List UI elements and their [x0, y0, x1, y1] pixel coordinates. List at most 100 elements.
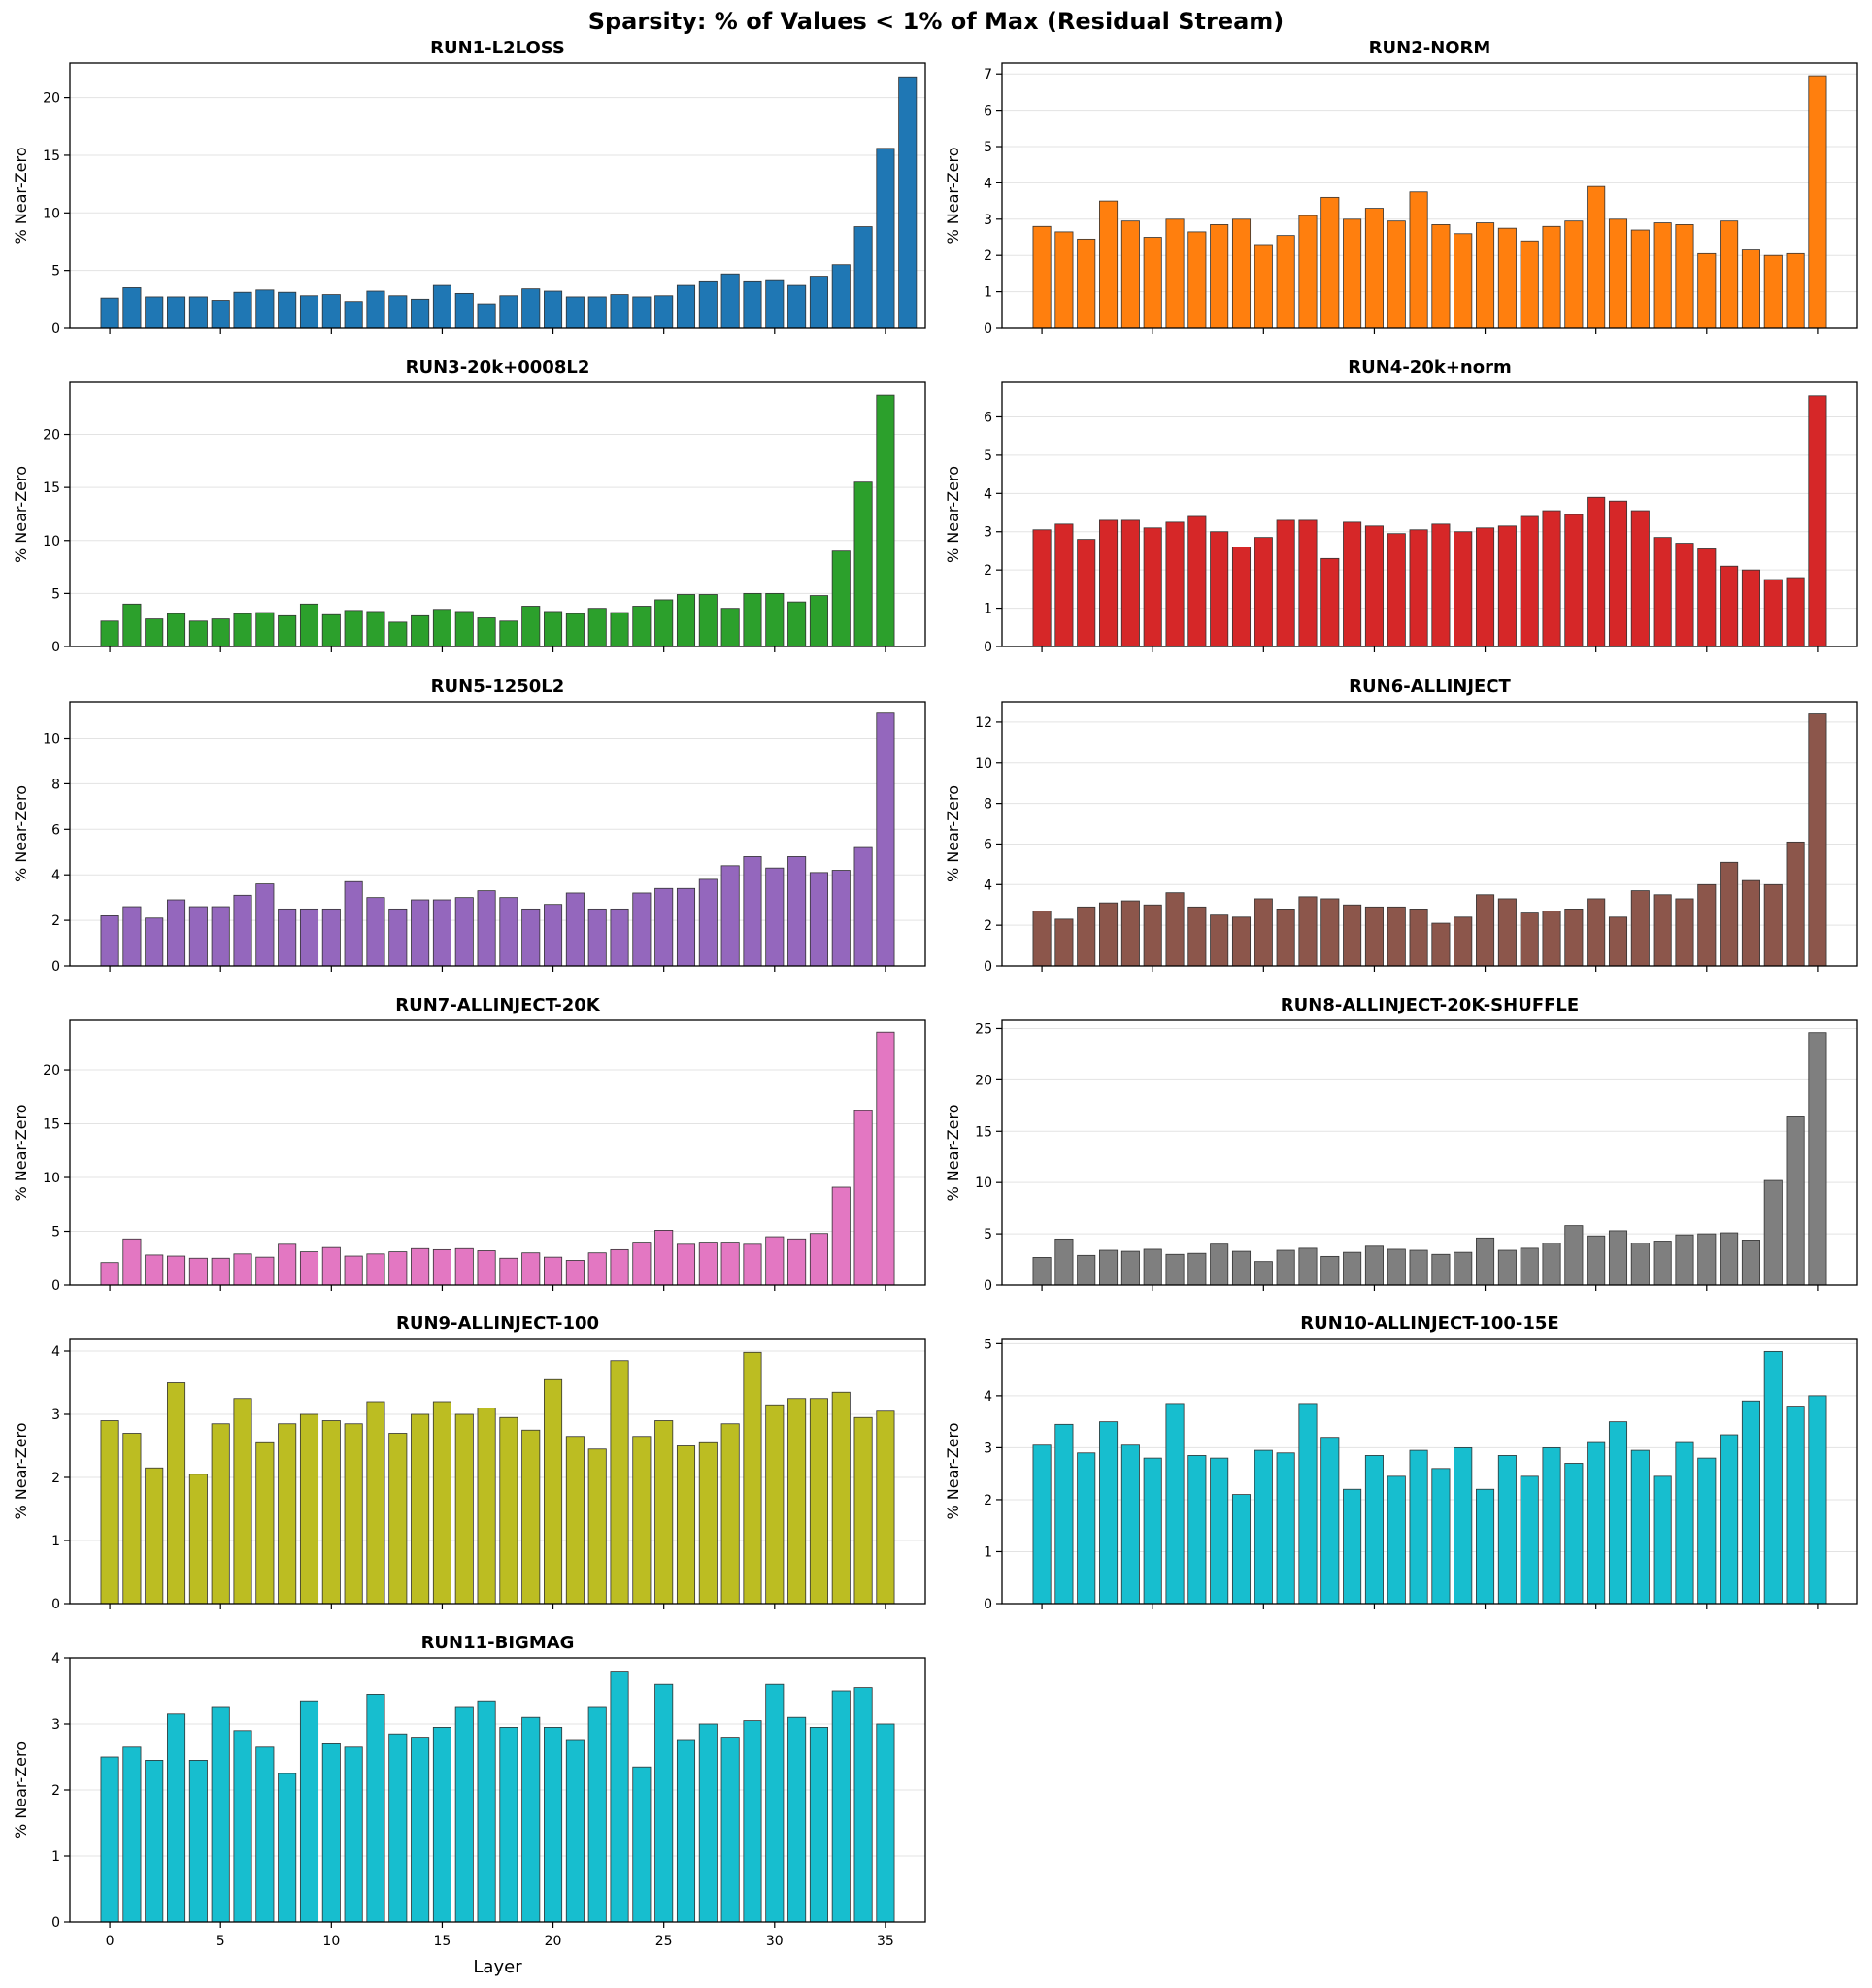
- panel-8-bar: [1187, 1252, 1207, 1286]
- panel-9-ytick-label: 0: [51, 1597, 60, 1612]
- panel-8-bar: [1409, 1249, 1428, 1286]
- panel-11-bar: [743, 1720, 762, 1923]
- panel-7-ytick-label: 20: [43, 1063, 60, 1078]
- panel-6-bar: [1697, 883, 1717, 967]
- panel-8-bar: [1343, 1251, 1362, 1286]
- panel-7-bar: [299, 1251, 319, 1286]
- panel-8-bar: [1254, 1261, 1273, 1286]
- panel-5-bar: [720, 865, 740, 967]
- panel-11-bar: [831, 1690, 851, 1923]
- panel-2-bar: [1520, 240, 1539, 329]
- panel-9-bar: [100, 1420, 119, 1605]
- panel-4-bar: [1587, 496, 1606, 647]
- panel-10-bar: [1542, 1447, 1561, 1605]
- panel-7-bar: [344, 1255, 363, 1286]
- panel-2-bar: [1320, 196, 1340, 329]
- panel-6-bar: [1808, 713, 1827, 967]
- panel-6-ytick-label: 6: [984, 837, 992, 852]
- panel-3-bar: [610, 612, 629, 647]
- panel-4-bar: [1231, 547, 1252, 647]
- panel-1-ytick-label: 5: [51, 264, 60, 280]
- panel-7-bar: [720, 1242, 740, 1286]
- panel-10-bar: [1298, 1403, 1318, 1605]
- panel-6-bar: [1298, 896, 1318, 967]
- panel-2-bar: [1497, 227, 1517, 329]
- panel-5-bar: [167, 899, 186, 967]
- panel-3-bar: [321, 613, 341, 647]
- panel-7-bar: [454, 1247, 474, 1286]
- panel-10-bar: [1741, 1400, 1760, 1605]
- panel-5-bar: [610, 908, 629, 967]
- panel-8-bar: [1364, 1245, 1384, 1286]
- panel-1-bar: [122, 287, 142, 329]
- panel-6-ytick-label: 4: [984, 878, 992, 893]
- panel-1-bar: [876, 148, 895, 329]
- panel-6-ytick-label: 2: [984, 918, 992, 934]
- panel-1-bar: [853, 226, 873, 329]
- panel-1-bar: [432, 284, 451, 329]
- panel-10-bar: [1675, 1441, 1694, 1605]
- panel-11-bar: [411, 1737, 430, 1923]
- panel-4-ylabel: % Near-Zero: [944, 466, 962, 563]
- panel-1-frame: [69, 62, 926, 329]
- panel-3-bar: [388, 621, 408, 647]
- panel-8-bar: [1542, 1242, 1561, 1286]
- panel-4-title: RUN4-20k+norm: [1348, 357, 1511, 378]
- panel-4-bar: [1054, 523, 1074, 647]
- panel-11-bar: [388, 1733, 408, 1923]
- panel-2-ytick-label: 1: [984, 285, 992, 301]
- panel-6-ytick-label: 12: [975, 715, 992, 731]
- panel-11-ytick-label: 2: [51, 1783, 60, 1799]
- panel-9-ytick-label: 1: [51, 1534, 60, 1549]
- panel-1-bar: [831, 264, 851, 329]
- panel-5-bar: [876, 712, 895, 967]
- panel-4-ytick-label: 2: [984, 563, 992, 579]
- panel-4-bar: [1653, 537, 1672, 647]
- panel-2-bar: [1697, 252, 1717, 329]
- panel-4-frame: [1001, 381, 1858, 647]
- panel-5-bar: [809, 872, 828, 967]
- panel-11-bar: [765, 1683, 785, 1923]
- panel-6-ylabel: % Near-Zero: [944, 785, 962, 882]
- panel-2-frame: [1001, 62, 1858, 329]
- panel-11-bar: [809, 1727, 828, 1923]
- panel-8-title: RUN8-ALLINJECT-20K-SHUFFLE: [1281, 995, 1579, 1015]
- panel-6-bar: [1320, 898, 1340, 967]
- panel-2-bar: [1720, 220, 1739, 329]
- panel-4-bar: [1431, 523, 1451, 647]
- panel-6-bar: [1054, 918, 1074, 967]
- panel-6-bar: [1343, 904, 1362, 967]
- panel-6-bar: [1032, 911, 1052, 967]
- panel-10-bar: [1320, 1437, 1340, 1605]
- panel-1-ytick-label: 15: [43, 149, 60, 164]
- panel-9-bar: [122, 1433, 142, 1605]
- panel-10-bar: [1143, 1457, 1162, 1605]
- panel-8-bar: [1120, 1250, 1140, 1286]
- panel-11-bar: [122, 1746, 142, 1923]
- panel-7-bar: [809, 1233, 828, 1286]
- panel-3-bar: [587, 608, 607, 647]
- panel-1-bar: [698, 280, 718, 329]
- panel-11-bar: [100, 1756, 119, 1923]
- panel-8-ytick-label: 25: [975, 1021, 992, 1037]
- panel-11-xtick-label: 25: [655, 1934, 673, 1949]
- panel-8-bar: [1320, 1255, 1340, 1286]
- panel-1-bar: [388, 295, 408, 329]
- panel-2-bar: [1653, 222, 1672, 329]
- panel-4-bar: [1364, 525, 1384, 647]
- panel-5-bar: [676, 887, 696, 967]
- panel-4-bar: [1497, 525, 1517, 647]
- panel-5-bar: [698, 878, 718, 967]
- panel-11-bar: [632, 1766, 652, 1923]
- panel-9-bar: [411, 1413, 430, 1605]
- panel-10-bar: [1564, 1463, 1584, 1605]
- panel-9-ytick-label: 3: [51, 1408, 60, 1423]
- panel-7-bar: [388, 1251, 408, 1286]
- panel-4-bar: [1741, 569, 1760, 647]
- panel-5-bar: [743, 856, 762, 967]
- panel-3-ytick-label: 0: [51, 640, 60, 655]
- panel-6-bar: [1431, 922, 1451, 967]
- panel-3-bar: [278, 614, 297, 647]
- panel-10-ytick-label: 0: [984, 1597, 992, 1612]
- panel-11-bar: [299, 1700, 319, 1923]
